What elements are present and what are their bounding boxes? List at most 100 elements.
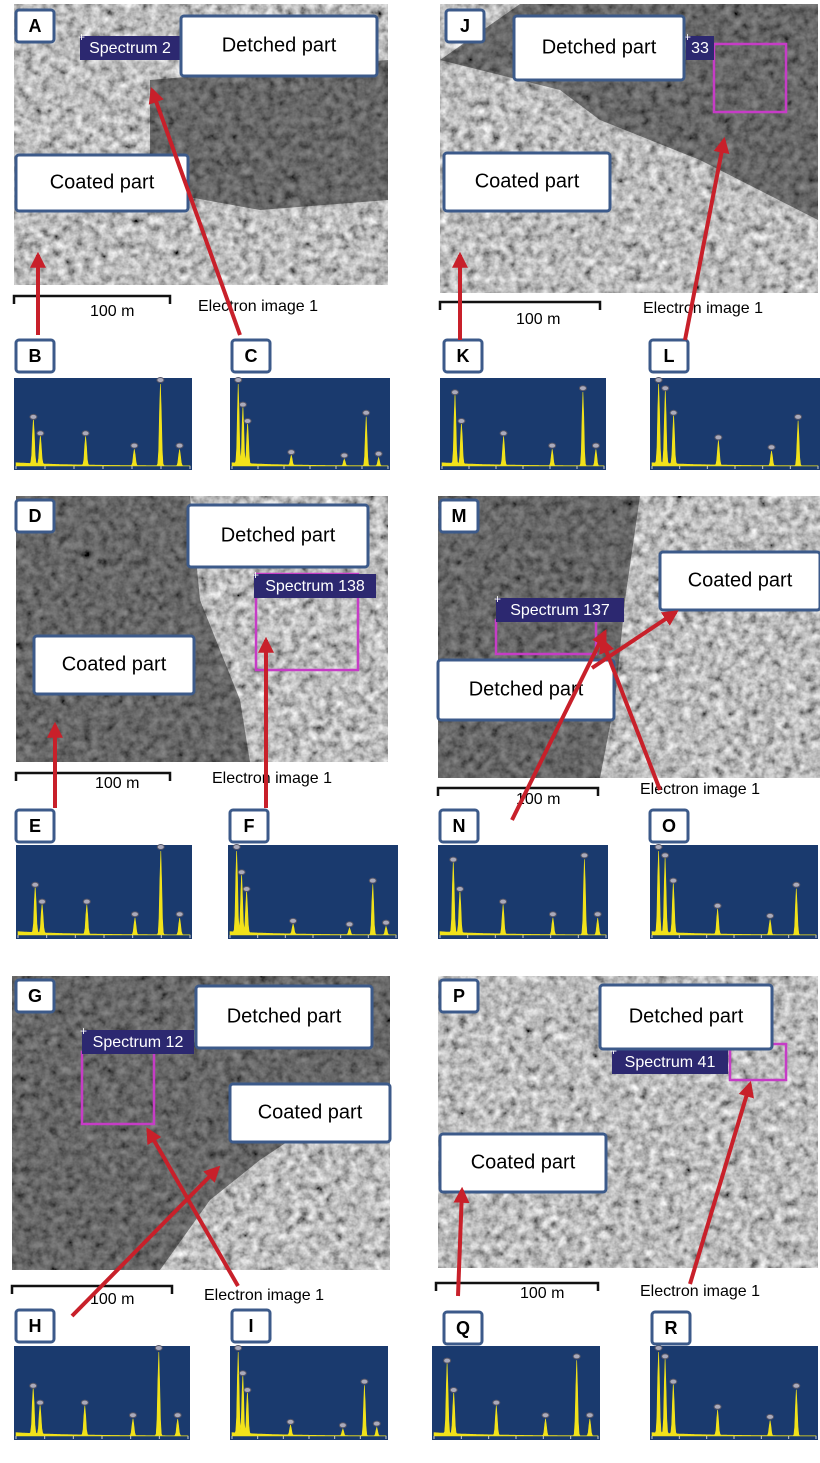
spectrum-footer (14, 470, 192, 476)
crosshair: + (78, 30, 85, 44)
peak-marker (157, 378, 164, 383)
peak-marker (235, 1346, 242, 1351)
peak-marker (375, 451, 382, 456)
spectrum-footer (650, 470, 820, 476)
panel-label: Q (456, 1318, 470, 1338)
peak-marker (239, 402, 246, 407)
crosshair: + (252, 568, 259, 582)
detached-callout: Detched part (227, 1005, 342, 1027)
image-caption: Electron image 1 (198, 298, 318, 315)
image-caption: Electron image 1 (212, 770, 332, 787)
peak-marker (458, 419, 465, 424)
peak-marker (444, 1358, 451, 1363)
spectrum-footer (438, 939, 608, 945)
peak-marker (500, 899, 507, 904)
peak-marker (500, 431, 507, 436)
peak-marker (573, 1354, 580, 1359)
spectrum-footer (440, 470, 606, 476)
peak-marker (176, 443, 183, 448)
spectrum-tag: Spectrum 41 (625, 1054, 716, 1071)
detached-callout: Detched part (469, 678, 584, 700)
peak-marker (341, 453, 348, 458)
peak-marker (579, 386, 586, 391)
spectrum-footer (650, 939, 818, 945)
scale-text: 100 m (95, 775, 139, 792)
peak-marker (233, 845, 240, 850)
detached-callout: Detched part (542, 36, 657, 58)
peak-marker (81, 1400, 88, 1405)
scale-text: 100 m (520, 1285, 564, 1302)
peak-marker (451, 390, 458, 395)
peak-marker (662, 386, 669, 391)
peak-marker (549, 912, 556, 917)
peak-marker (131, 443, 138, 448)
peak-marker (239, 1371, 246, 1376)
panel-label: I (248, 1316, 253, 1336)
spectrum-footer (228, 939, 398, 945)
peak-marker (714, 1404, 721, 1409)
coated-callout: Coated part (258, 1101, 363, 1123)
scale-bar (16, 773, 170, 781)
peak-marker (655, 378, 662, 383)
panel-label: K (457, 346, 470, 366)
peak-marker (383, 920, 390, 925)
spectrum-tag: Spectrum 137 (510, 602, 610, 619)
scale-bar (440, 302, 600, 310)
spectrum-tag: Spectrum 2 (89, 40, 171, 57)
peak-marker (450, 1388, 457, 1393)
spectrum-footer (14, 1440, 190, 1446)
peak-marker (793, 1383, 800, 1388)
panel-label: D (29, 506, 42, 526)
spectrum-footer (432, 1440, 600, 1446)
coated-callout: Coated part (62, 653, 167, 675)
peak-marker (244, 419, 251, 424)
peak-marker (542, 1413, 549, 1418)
peak-marker (670, 878, 677, 883)
peak-marker (767, 913, 774, 918)
peak-marker (795, 414, 802, 419)
peak-marker (290, 918, 297, 923)
peak-marker (768, 445, 775, 450)
panel-label: E (29, 816, 41, 836)
peak-marker (655, 1346, 662, 1351)
panel-label: R (665, 1318, 678, 1338)
image-caption: Electron image 1 (643, 300, 763, 317)
peak-marker (714, 903, 721, 908)
spectrum-tag: Spectrum 138 (265, 578, 365, 595)
peak-marker (339, 1423, 346, 1428)
peak-marker (83, 899, 90, 904)
peak-marker (493, 1400, 500, 1405)
panel-label: G (28, 986, 42, 1006)
peak-marker (581, 853, 588, 858)
scale-text: 100 m (90, 303, 134, 320)
peak-marker (361, 1379, 368, 1384)
peak-marker (238, 870, 245, 875)
coated-callout: Coated part (471, 1151, 576, 1173)
detached-callout: Detched part (222, 34, 337, 56)
peak-marker (155, 1346, 162, 1351)
spectrum-footer (230, 1440, 388, 1446)
panel-label: P (453, 986, 465, 1006)
peak-marker (37, 431, 44, 436)
peak-marker (235, 378, 242, 383)
peak-marker (129, 1413, 136, 1418)
image-caption: Electron image 1 (640, 1283, 760, 1300)
peak-marker (662, 1354, 669, 1359)
spectrum-footer (230, 470, 390, 476)
peak-marker (456, 887, 463, 892)
spectrum-tag: Spectrum 12 (93, 1034, 184, 1051)
peak-marker (592, 443, 599, 448)
image-caption: Electron image 1 (204, 1287, 324, 1304)
panel-label: J (460, 16, 470, 36)
peak-marker (363, 410, 370, 415)
peak-marker (243, 887, 250, 892)
peak-marker (369, 878, 376, 883)
crosshair: + (494, 592, 501, 606)
panel-label: N (453, 816, 466, 836)
peak-marker (287, 1419, 294, 1424)
spectrum-footer (16, 939, 192, 945)
spectrum-tag: 33 (691, 40, 709, 57)
panel-label: A (29, 16, 42, 36)
peak-marker (346, 922, 353, 927)
scale-text: 100 m (516, 311, 560, 328)
